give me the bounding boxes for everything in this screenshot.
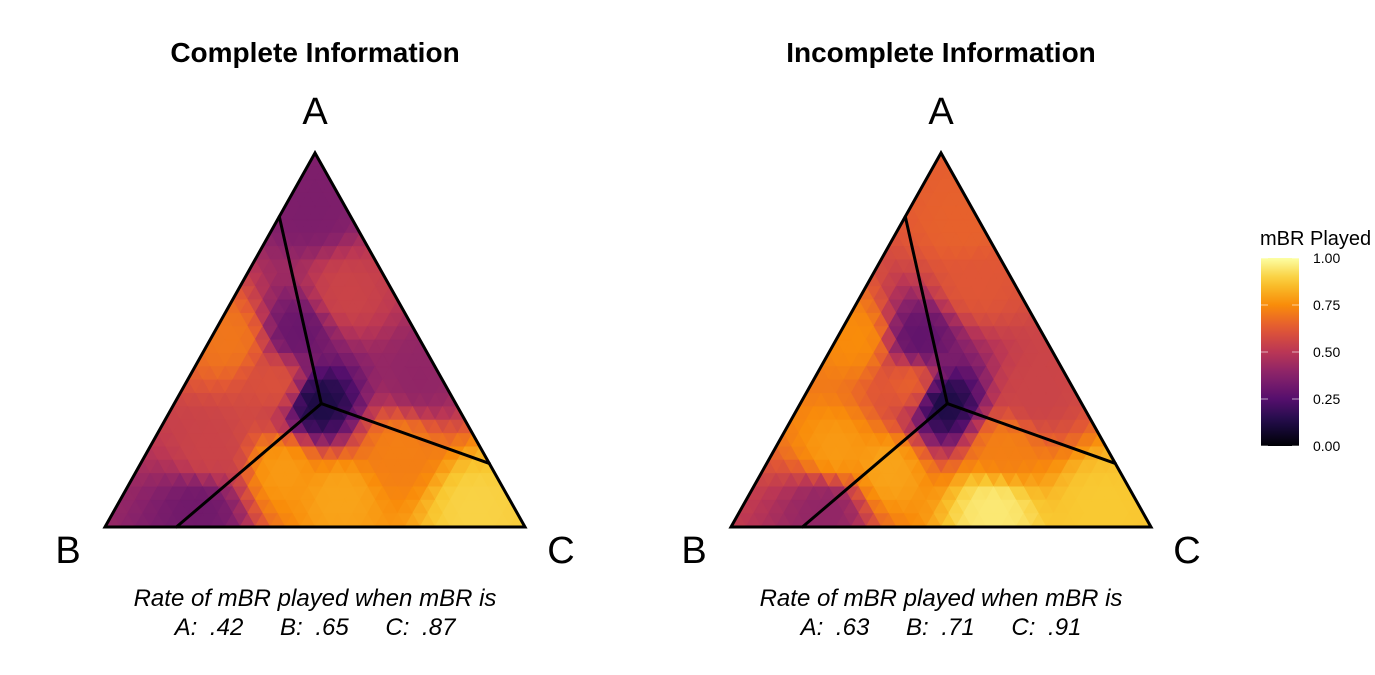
caption-line-1: Rate of mBR played when mBR is	[134, 585, 497, 612]
caption-value-b: .71	[941, 614, 974, 641]
simplex-outline	[728, 149, 1154, 529]
vertex-label-c: C	[547, 530, 574, 572]
legend-tick-label: 0.50	[1313, 344, 1340, 360]
caption-label-b: B:	[906, 614, 929, 641]
caption-label-c: C:	[385, 614, 409, 641]
legend-tick-label: 1.00	[1313, 250, 1340, 266]
panel-title: Incomplete Information	[786, 37, 1096, 68]
vertex-label-a: A	[928, 91, 954, 133]
vertex-label-c: C	[1173, 530, 1200, 572]
heatmap-field	[104, 152, 526, 528]
heatmap-field	[730, 152, 1152, 528]
color-legend: mBR Played 1.00 0.75 0.50 0.25 0.00	[1260, 228, 1371, 454]
panel-complete-information: Complete Information A B C Rate of mBR p…	[55, 37, 574, 641]
panel-incomplete-information: Incomplete Information A B C Rate of mBR…	[681, 37, 1200, 641]
region-boundaries	[174, 215, 491, 529]
region-boundary-line	[903, 215, 949, 406]
legend-tick-label: 0.00	[1313, 438, 1340, 454]
caption-label-b: B:	[280, 614, 303, 641]
vertex-label-b: B	[681, 530, 706, 572]
caption-line-2: A: .42 B: .65 C: .87	[173, 614, 458, 641]
legend-tick-label: 0.75	[1313, 297, 1340, 313]
region-boundary-line	[174, 402, 323, 529]
caption-value-c: .91	[1048, 614, 1081, 641]
region-boundary-line	[319, 402, 491, 465]
caption-label-a: A:	[173, 614, 198, 641]
caption-line-2: A: .63 B: .71 C: .91	[799, 614, 1082, 641]
region-boundaries	[800, 215, 1117, 529]
caption-value-c: .87	[422, 614, 457, 641]
legend-title: mBR Played	[1260, 228, 1371, 250]
simplex-outline	[102, 149, 528, 529]
vertex-label-b: B	[55, 530, 80, 572]
region-boundary-line	[800, 402, 949, 529]
legend-ticks: 1.00 0.75 0.50 0.25 0.00	[1261, 250, 1340, 454]
caption-label-c: C:	[1011, 614, 1035, 641]
vertex-label-a: A	[302, 91, 328, 133]
caption-value-a: .42	[210, 614, 243, 641]
caption-value-b: .65	[315, 614, 349, 641]
region-boundary-line	[277, 215, 323, 406]
caption-value-a: .63	[836, 614, 870, 641]
legend-tick-label: 0.25	[1313, 391, 1340, 407]
caption-label-a: A:	[799, 614, 824, 641]
caption-line-1: Rate of mBR played when mBR is	[760, 585, 1123, 612]
region-boundary-line	[945, 402, 1117, 465]
panel-title: Complete Information	[170, 37, 459, 68]
